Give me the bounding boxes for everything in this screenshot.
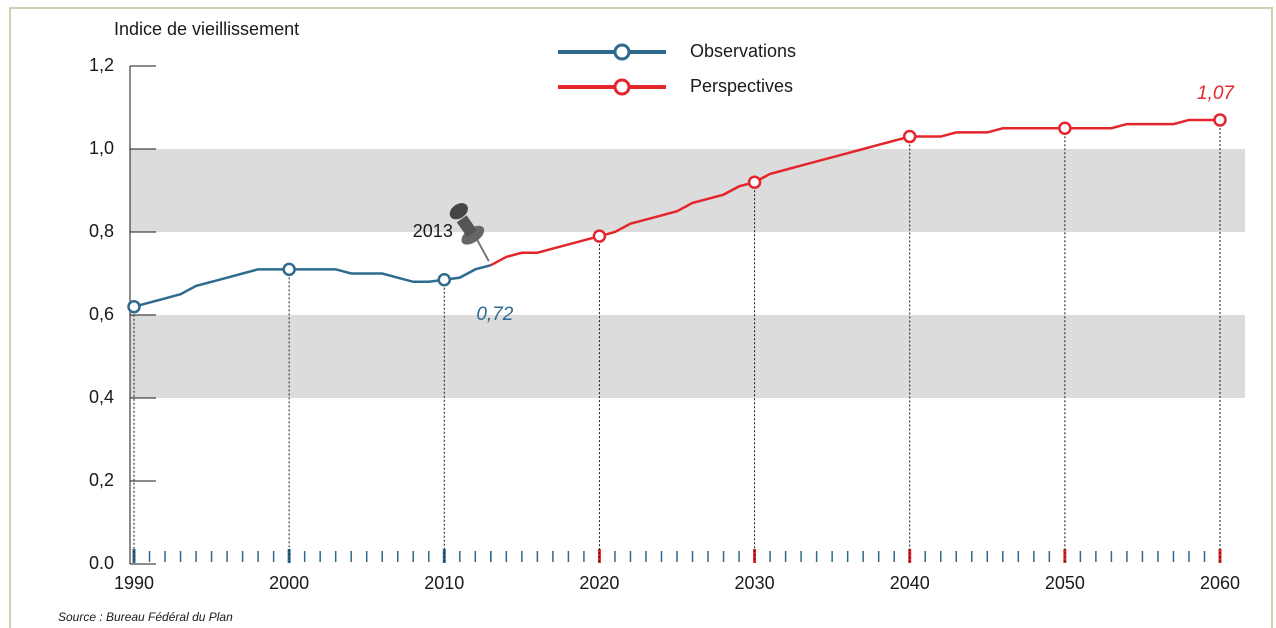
axis-title: Indice de vieillissement <box>114 19 299 39</box>
y-tick-label: 1,2 <box>89 55 114 75</box>
band <box>130 315 1245 398</box>
legend-label: Observations <box>690 41 796 61</box>
marker <box>592 229 607 243</box>
pin-head <box>449 203 468 220</box>
series-line <box>490 118 1220 267</box>
y-tick-label: 0,8 <box>89 221 114 241</box>
y-tick-label: 0.0 <box>89 553 114 573</box>
x-tick-label: 2040 <box>890 573 930 593</box>
x-tick-label: 2050 <box>1045 573 1085 593</box>
band <box>130 149 1245 232</box>
legend-label: Perspectives <box>690 76 793 96</box>
marker <box>1213 113 1227 127</box>
value-label: 1,07 <box>1197 83 1235 104</box>
pushpin <box>449 203 490 262</box>
pin-label: 2013 <box>413 221 453 241</box>
value-label: 0,72 <box>476 304 513 325</box>
y-tick-label: 0,6 <box>89 304 114 324</box>
marker <box>437 272 452 287</box>
y-tick-label: 0,2 <box>89 470 114 490</box>
y-tick-label: 0,4 <box>89 387 114 407</box>
legend-marker <box>613 43 631 61</box>
marker <box>127 299 141 314</box>
marker <box>282 262 296 277</box>
x-tick-label: 2030 <box>735 573 775 593</box>
x-tick-label: 2010 <box>424 573 464 593</box>
x-tick-label: 2020 <box>579 573 619 593</box>
marker <box>747 175 762 189</box>
marker <box>902 129 917 144</box>
marker <box>1058 121 1072 135</box>
pin-base <box>461 225 485 245</box>
x-tick-label: 1990 <box>114 573 154 593</box>
y-tick-label: 1,0 <box>89 138 114 158</box>
series-line <box>133 263 492 308</box>
source: Source : Bureau Fédéral du Plan <box>58 610 233 624</box>
frame <box>9 7 1273 628</box>
pin-needle <box>475 238 490 262</box>
x-tick-label: 2060 <box>1200 573 1240 593</box>
x-tick-label: 2000 <box>269 573 309 593</box>
legend-marker <box>613 78 631 96</box>
pin-body <box>456 215 477 238</box>
